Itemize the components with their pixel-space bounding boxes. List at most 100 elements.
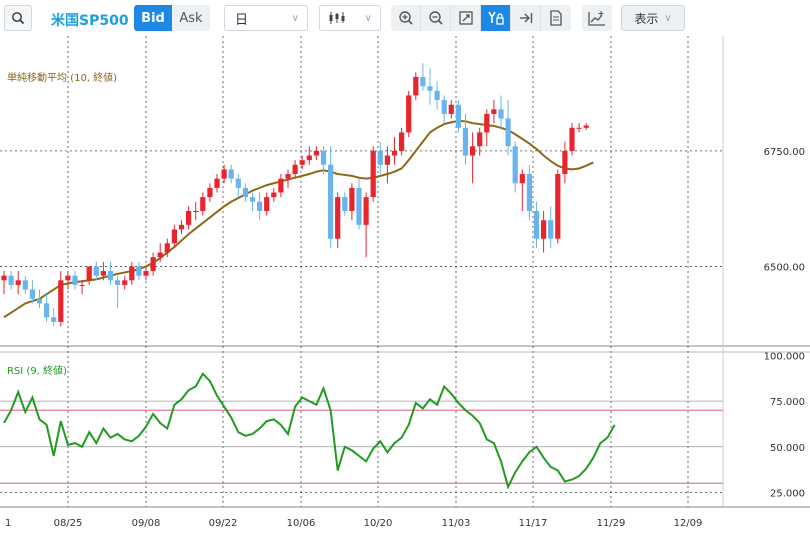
candle-body	[29, 289, 35, 299]
candle-body	[491, 109, 497, 114]
search-button[interactable]	[4, 5, 32, 31]
candle-body	[548, 220, 554, 239]
candle-body	[292, 164, 298, 175]
x-tick-label: 09/22	[209, 518, 238, 529]
candle-body	[221, 169, 227, 179]
zoom-in-button[interactable]	[391, 5, 421, 31]
y-tick-label: 6750.00	[764, 147, 805, 158]
candle-body	[65, 275, 71, 281]
rsi-indicator-label[interactable]: RSI (9, 終値)	[7, 366, 67, 377]
candle-body	[164, 243, 170, 253]
candle-body	[533, 210, 540, 239]
x-tick-label: 1	[5, 518, 11, 529]
candle-body	[249, 197, 256, 202]
candle-body	[214, 178, 220, 188]
sma-indicator-label[interactable]: 単純移動平均 (10, 終値)	[7, 73, 118, 84]
candle-body	[150, 257, 156, 272]
x-tick-label: 09/08	[132, 518, 161, 529]
period-value: 日	[235, 12, 249, 28]
candle-body	[15, 280, 21, 285]
x-tick-label: 11/03	[442, 518, 471, 529]
zoom-out-button[interactable]	[421, 5, 451, 31]
candle-body	[122, 280, 128, 285]
candle-body	[143, 271, 149, 276]
candle-body	[129, 266, 135, 281]
candle-body	[462, 127, 469, 156]
candle-body	[562, 150, 568, 175]
chart-area[interactable]: 1 08/25 09/08 09/22 10/06 10/20 11/03 11/17 11/2…	[0, 36, 810, 533]
candle-body	[498, 109, 504, 119]
candle-body	[178, 224, 185, 230]
candle-body	[484, 113, 490, 133]
candle-body	[541, 220, 547, 239]
candle-body	[384, 155, 390, 165]
candle-body	[512, 146, 518, 184]
display-label: 表示	[634, 11, 659, 26]
period-select[interactable]: 日 ∨	[224, 5, 308, 31]
add-chart-icon	[588, 11, 605, 26]
fit-screen-icon	[458, 11, 473, 25]
display-menu-button[interactable]: 表示 ∨	[621, 5, 685, 31]
jump-latest-button[interactable]	[511, 5, 541, 31]
document-button[interactable]	[541, 5, 571, 31]
candle-body	[193, 210, 199, 212]
candle-body	[576, 127, 582, 129]
candle-body	[342, 197, 348, 211]
candle-body	[51, 317, 57, 322]
candle-body	[1, 275, 7, 281]
ask-button[interactable]: Ask	[172, 5, 210, 31]
candle-body	[420, 76, 426, 87]
bid-button[interactable]: Bid	[134, 5, 172, 31]
rsi-tick-label: 50.000	[770, 443, 805, 454]
x-tick-label: 08/25	[54, 518, 83, 529]
candle-body	[285, 174, 291, 179]
candle-body	[363, 197, 369, 225]
candle-body	[79, 284, 85, 286]
double-chevron-down-icon: ∨	[664, 12, 672, 24]
symbol-name[interactable]: 米国SP500	[51, 13, 129, 29]
candle-body	[235, 178, 241, 188]
rsi-tick-label: 25.000	[770, 488, 805, 499]
x-tick-label: 10/20	[364, 518, 393, 529]
x-tick-label: 12/09	[674, 518, 703, 529]
candle-body	[406, 95, 412, 133]
price-marker-button[interactable]	[481, 5, 511, 31]
candle-body	[200, 197, 206, 211]
chart-toolbar: 米国SP500 Bid Ask 日 ∨ ∨	[0, 0, 810, 36]
candle-body	[470, 146, 476, 156]
candle-body	[157, 252, 163, 258]
candle-body	[320, 150, 327, 165]
price-marker-icon	[487, 11, 504, 25]
jump-latest-icon	[519, 13, 532, 23]
candle-body	[555, 174, 561, 239]
candle-body	[399, 132, 405, 151]
candle-body	[477, 132, 483, 147]
candle-body	[413, 76, 419, 96]
candle-body	[441, 100, 447, 114]
candle-body	[207, 187, 213, 198]
candle-body	[136, 266, 142, 276]
rsi-tick-label: 100.000	[764, 351, 805, 362]
candle-body	[228, 169, 234, 179]
candle-body	[505, 118, 511, 147]
candle-body	[72, 275, 78, 285]
x-tick-label: 11/29	[597, 518, 626, 529]
candle-body	[36, 298, 43, 304]
candle-body	[271, 192, 277, 198]
add-indicator-button[interactable]	[582, 5, 612, 31]
candle-body	[391, 150, 398, 156]
chart-type-select[interactable]: ∨	[319, 5, 381, 31]
y-tick-label: 6500.00	[764, 262, 805, 273]
candle-body	[8, 275, 14, 285]
chart-tool-group	[391, 5, 571, 31]
candle-body	[257, 201, 263, 211]
document-icon	[550, 10, 562, 26]
candle-body	[335, 197, 341, 239]
candle-body	[93, 266, 99, 276]
candle-body	[313, 150, 319, 156]
fit-screen-button[interactable]	[451, 5, 481, 31]
candle-body	[434, 90, 440, 101]
rsi-line	[3, 372, 616, 490]
x-tick-label: 11/17	[519, 518, 548, 529]
candle-body	[370, 150, 376, 198]
